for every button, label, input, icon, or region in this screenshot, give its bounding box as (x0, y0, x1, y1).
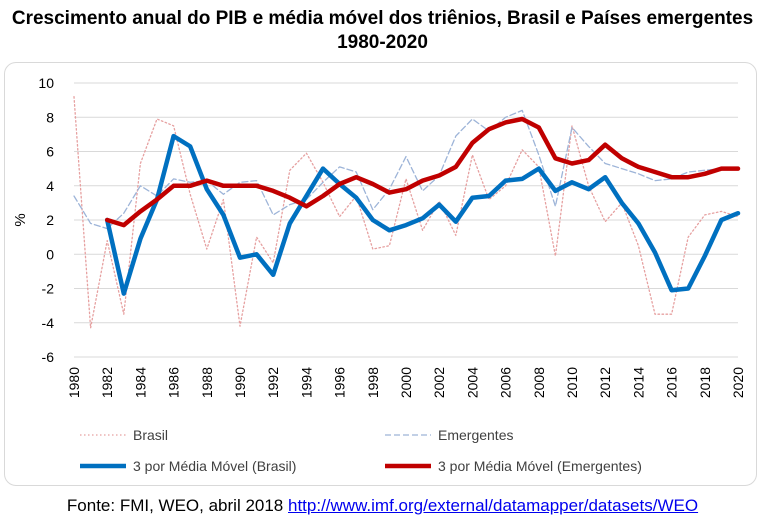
x-tick-label: 2014 (630, 367, 646, 398)
x-tick-label: 2008 (531, 367, 547, 398)
x-tick-label: 2010 (564, 367, 580, 398)
x-tick-label: 1990 (232, 367, 248, 398)
x-tick-label: 2012 (597, 367, 613, 398)
y-tick-label: -4 (42, 315, 55, 331)
series-line-2 (104, 133, 741, 296)
x-tick-label: 1988 (199, 367, 215, 398)
x-tick-label: 1984 (132, 367, 148, 398)
x-tick-label: 1996 (332, 367, 348, 398)
x-tick-label: 2016 (664, 367, 680, 398)
x-tick-label: 1998 (365, 367, 381, 398)
y-tick-label: -6 (42, 349, 55, 365)
chart-title-line1: Crescimento anual do PIB e média móvel d… (11, 8, 754, 29)
x-tick-label: 1992 (265, 367, 281, 398)
source-text: Fonte: FMI, WEO, abril 2018 (66, 496, 284, 515)
y-tick-label: 8 (46, 109, 54, 125)
x-tick-label: 2000 (398, 367, 414, 398)
x-tick-label: 2020 (730, 367, 746, 398)
x-tick-label: 1994 (298, 367, 314, 398)
y-tick-label: 10 (38, 75, 54, 91)
chart-frame (4, 62, 757, 486)
x-tick-label: 1982 (99, 367, 115, 398)
legend: Brasil Emergentes 3 por Média Móvel (Brasi… (80, 427, 642, 474)
legend-label-0: Brasil (133, 427, 168, 443)
legend-label-2: 3 por Média Móvel (Brasil) (133, 458, 296, 474)
chart-title-line2: 1980-2020 (337, 32, 428, 53)
line-chart: -6 -4 -2 0 2 4 6 8 10% 1980 1982 1984 1986 1988 1990 19… (12, 75, 746, 474)
axes: -6 -4 -2 0 2 4 6 8 10% 1980 1982 1984 1986 1988 1990 19… (12, 75, 746, 398)
y-tick-label: 4 (46, 178, 54, 194)
y-axis-label: % (12, 213, 29, 226)
y-tick-label: -2 (42, 281, 55, 297)
y-tick-label: 0 (46, 246, 54, 262)
series-lines (73, 96, 741, 329)
source-note: Fonte: FMI, WEO, abril 2018 http://www.i… (0, 496, 765, 516)
x-tick-label: 2004 (464, 367, 480, 398)
series-line-3 (104, 116, 741, 228)
legend-label-3: 3 por Média Móvel (Emergentes) (438, 458, 642, 474)
x-tick-label: 1980 (66, 367, 82, 398)
chart-title: Crescimento anual do PIB e média móvel d… (0, 0, 765, 55)
y-tick-label: 6 (46, 144, 54, 160)
series-line-1 (73, 109, 739, 230)
x-tick-label: 2006 (498, 367, 514, 398)
x-tick-label: 2002 (431, 367, 447, 398)
x-tick-label: 1986 (166, 367, 182, 398)
legend-label-1: Emergentes (438, 427, 513, 443)
source-link[interactable]: http://www.imf.org/external/datamapper/d… (288, 496, 699, 515)
series-line-0 (73, 96, 739, 329)
x-tick-label: 2018 (697, 367, 713, 398)
y-tick-label: 2 (46, 212, 54, 228)
